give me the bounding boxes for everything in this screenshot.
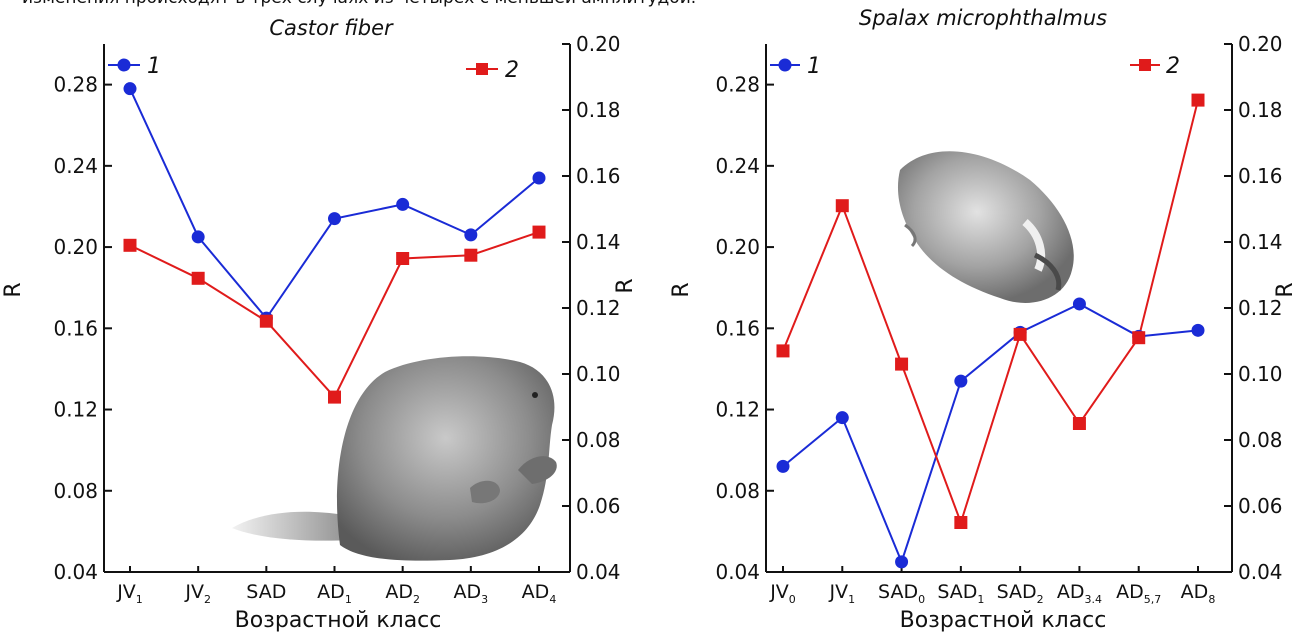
legend-marker-series-2 [476, 63, 488, 75]
legend-label-series-2: 2 [1166, 54, 1180, 79]
y-tick-label-right: 0.12 [1238, 296, 1283, 320]
legend-label-series-1: 1 [147, 54, 161, 79]
series-1-point [777, 460, 790, 473]
series-2-point [396, 252, 409, 265]
y-axis-label-left: R [1, 282, 26, 297]
beaver-illustration [232, 356, 557, 560]
series-1-point [396, 198, 409, 211]
legend-label-series-2: 2 [505, 58, 519, 83]
y-axis-label-right: R [613, 278, 638, 293]
series-1-point [836, 411, 849, 424]
y-tick-label-right: 0.14 [1238, 230, 1283, 254]
x-category-label: JV0 [769, 581, 796, 606]
y-tick-label-left: 0.12 [53, 398, 98, 422]
y-tick-label-right: 0.04 [1238, 560, 1283, 584]
y-tick-label-left: 0.24 [53, 154, 98, 178]
x-category-label: JV1 [116, 581, 143, 606]
y-tick-label-right: 0.16 [1238, 164, 1283, 188]
series-1-point [328, 212, 341, 225]
series-2-point [895, 358, 908, 371]
x-category-label: SAD [246, 581, 286, 603]
y-tick-label-left: 0.24 [715, 154, 760, 178]
y-tick-label-left: 0.08 [53, 479, 98, 503]
y-tick-label-right: 0.20 [576, 32, 621, 56]
x-category-label: AD3 [454, 581, 489, 606]
series-2-point [777, 344, 790, 357]
y-axis-label-right: R [1273, 282, 1298, 297]
y-tick-label-right: 0.04 [576, 560, 621, 584]
x-axis-label: Возрастной класс [900, 608, 1107, 633]
x-category-label: JV2 [184, 581, 211, 606]
y-tick-label-right: 0.20 [1238, 32, 1283, 56]
x-category-label: AD4 [522, 581, 557, 606]
x-category-label: SAD1 [937, 581, 984, 606]
y-tick-label-right: 0.08 [1238, 428, 1283, 452]
y-tick-label-right: 0.06 [1238, 494, 1283, 518]
y-tick-label-right: 0.10 [576, 362, 621, 386]
y-axis-label-left: R [669, 282, 694, 297]
y-tick-label-right: 0.12 [576, 296, 621, 320]
legend-marker-series-1 [118, 59, 131, 72]
series-2-point [1132, 331, 1145, 344]
legend-label-series-1: 1 [807, 54, 821, 79]
chart-title: Spalax microphthalmus [859, 6, 1107, 30]
series-1-point [954, 375, 967, 388]
series-2-point [836, 199, 849, 212]
y-tick-label-left: 0.16 [715, 316, 760, 340]
series-1-point [1192, 324, 1205, 337]
y-tick-label-right: 0.08 [576, 428, 621, 452]
y-tick-label-left: 0.28 [715, 73, 760, 97]
series-2-point [533, 226, 546, 239]
series-1-point [533, 172, 546, 185]
y-tick-label-left: 0.20 [715, 235, 760, 259]
y-tick-label-left: 0.12 [715, 398, 760, 422]
series-lines [130, 89, 539, 397]
x-category-label: AD8 [1181, 581, 1216, 606]
y-tick-label-right: 0.18 [576, 98, 621, 122]
x-category-label: JV1 [828, 581, 855, 606]
x-category-label: AD2 [385, 581, 420, 606]
legend: 1 2 [770, 54, 1180, 79]
chart-spalax-microphthalmus: Spalax microphthalmus 0.04 0.08 0.12 0.16 0.… [669, 6, 1298, 633]
series-1-point [124, 82, 137, 95]
y-tick-label-right: 0.18 [1238, 98, 1283, 122]
x-axis-label: Возрастной класс [235, 608, 442, 633]
chart-title: Castor fiber [269, 16, 394, 40]
series-1-point [895, 555, 908, 568]
series-1-point [192, 230, 205, 243]
y-tick-label-right: 0.16 [576, 164, 621, 188]
series-2-point [1192, 94, 1205, 107]
y-tick-label-left: 0.28 [53, 73, 98, 97]
y-tick-label-left: 0.16 [53, 316, 98, 340]
y-tick-label-right: 0.14 [576, 230, 621, 254]
y-tick-label-left: 0.08 [715, 479, 760, 503]
y-tick-label-left: 0.20 [53, 235, 98, 259]
x-category-label: AD5,7 [1116, 581, 1161, 606]
legend-marker-series-2 [1139, 59, 1151, 71]
series-2-point [260, 315, 273, 328]
x-category-label: SAD2 [997, 581, 1044, 606]
x-category-label: AD1 [317, 581, 352, 606]
legend: 1 2 [108, 54, 519, 83]
series-1-line [130, 89, 539, 318]
series-2-point [1014, 328, 1027, 341]
series-2-point [1073, 417, 1086, 430]
series-2-point [124, 239, 137, 252]
y-tick-label-right: 0.06 [576, 494, 621, 518]
series-1-point [1073, 297, 1086, 310]
series-2-point [464, 249, 477, 262]
x-category-label: SAD0 [878, 581, 925, 606]
mole-rat-illustration [898, 151, 1074, 303]
series-markers [124, 82, 546, 403]
y-tick-label-right: 0.10 [1238, 362, 1283, 386]
series-2-point [328, 391, 341, 404]
legend-marker-series-1 [779, 59, 792, 72]
series-2-point [954, 516, 967, 529]
x-category-label: AD3.4 [1057, 581, 1102, 606]
y-tick-label-left: 0.04 [53, 560, 98, 584]
y-tick-label-left: 0.04 [715, 560, 760, 584]
series-2-point [192, 272, 205, 285]
series-1-point [464, 228, 477, 241]
